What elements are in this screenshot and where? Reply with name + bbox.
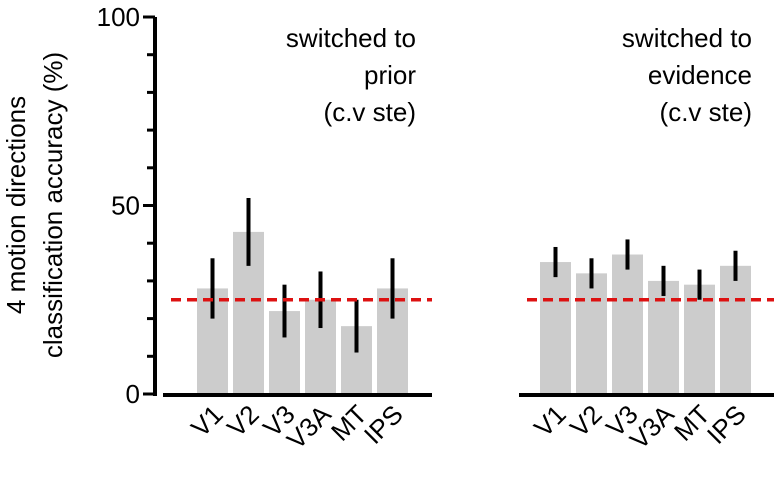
x-tick-label: IPS xyxy=(701,399,752,450)
panel-annotation-line: prior xyxy=(364,60,416,90)
y-tick-label: 0 xyxy=(126,379,140,409)
panel-annotation-line: (c.v ste) xyxy=(324,97,416,127)
y-tick-label: 100 xyxy=(97,2,140,32)
y-tick-label: 50 xyxy=(111,191,140,221)
y-axis: 0 50 100 xyxy=(97,2,157,409)
bar-V3 xyxy=(612,254,643,394)
x-tick-label: IPS xyxy=(358,399,409,450)
y-axis-label-line-1: 4 motion directions xyxy=(1,96,31,314)
bar-V1 xyxy=(540,262,571,394)
panel-annotation-line: (c.v ste) xyxy=(660,97,752,127)
panel-annotation-line: switched to xyxy=(622,23,752,53)
panel-annotation-line: evidence xyxy=(648,60,752,90)
y-axis-label-line-2: classification accuracy (%) xyxy=(38,52,68,358)
bar-V3A xyxy=(648,280,679,394)
y-axis-label: 4 motion directions classification accur… xyxy=(1,52,68,358)
panel-annotation-line: switched to xyxy=(286,23,416,53)
bar-V2 xyxy=(576,273,607,394)
bar-MT xyxy=(684,284,715,394)
bar-IPS xyxy=(720,265,751,394)
